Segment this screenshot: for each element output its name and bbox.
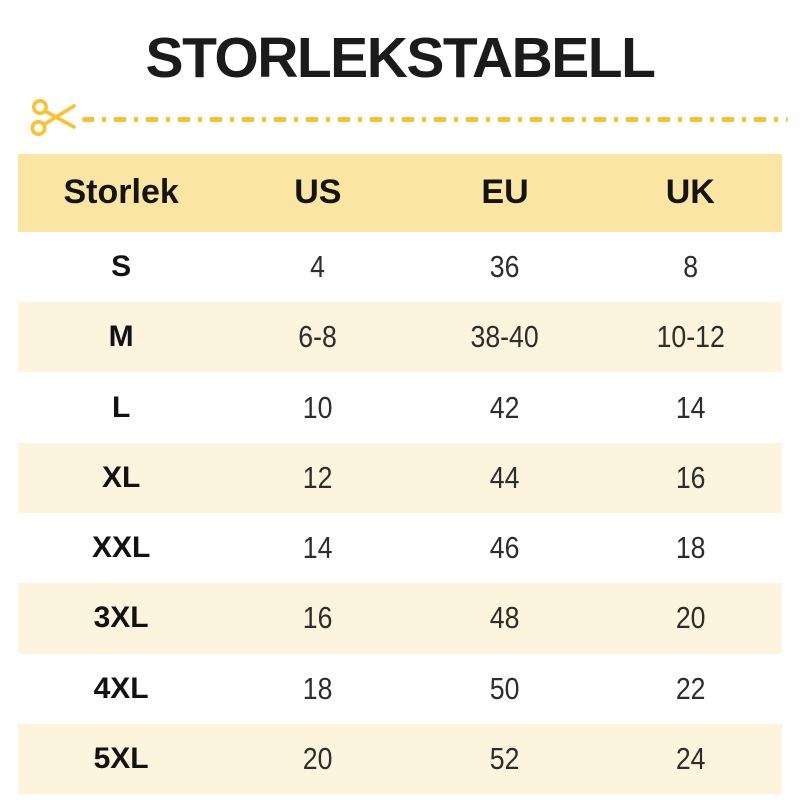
eu-value: 50 bbox=[490, 670, 520, 706]
us-value: 14 bbox=[303, 530, 333, 566]
uk-value: 18 bbox=[675, 530, 706, 566]
us-value: 4 bbox=[310, 248, 326, 284]
eu-value: 46 bbox=[490, 530, 520, 566]
size-label: L bbox=[111, 390, 131, 424]
table-row: XXL 14 46 18 bbox=[18, 513, 782, 584]
table-row: 4XL 18 50 22 bbox=[18, 653, 782, 724]
eu-value: 52 bbox=[490, 741, 520, 777]
table-row: 5XL 20 52 24 bbox=[18, 723, 782, 795]
us-value: 10 bbox=[303, 389, 333, 425]
header-storlek: Storlek bbox=[63, 173, 179, 212]
size-label: 3XL bbox=[93, 601, 149, 635]
eu-value: 36 bbox=[490, 248, 520, 284]
us-value: 16 bbox=[303, 600, 333, 636]
eu-value: 44 bbox=[490, 459, 520, 495]
size-label: S bbox=[111, 249, 132, 283]
size-label: 5XL bbox=[93, 742, 149, 776]
uk-value: 24 bbox=[675, 741, 706, 777]
table-body: S 4 36 8 M 6-8 38-40 10-12 L 10 42 14 XL… bbox=[18, 231, 782, 795]
size-label: M bbox=[108, 320, 134, 354]
us-value: 12 bbox=[303, 459, 333, 495]
uk-value: 22 bbox=[675, 670, 706, 706]
eu-value: 38-40 bbox=[470, 319, 540, 355]
us-value: 20 bbox=[303, 741, 333, 777]
cut-line bbox=[0, 96, 800, 144]
us-value: 6-8 bbox=[298, 319, 338, 355]
uk-value: 20 bbox=[675, 600, 706, 636]
table-row: S 4 36 8 bbox=[18, 231, 782, 303]
table-header-row: Storlek US EU UK bbox=[18, 153, 782, 232]
header-uk: UK bbox=[665, 173, 715, 212]
uk-value: 16 bbox=[675, 459, 706, 495]
size-label: XXL bbox=[91, 531, 151, 565]
header-us: US bbox=[294, 173, 342, 212]
us-value: 18 bbox=[303, 670, 333, 706]
uk-value: 8 bbox=[682, 248, 698, 284]
table-row: 3XL 16 48 20 bbox=[18, 583, 782, 654]
table-row: XL 12 44 16 bbox=[18, 442, 782, 514]
table-row: L 10 42 14 bbox=[18, 372, 782, 443]
header-eu: EU bbox=[481, 173, 529, 212]
eu-value: 48 bbox=[490, 600, 520, 636]
dashed-cut-line bbox=[82, 117, 788, 123]
scissors-icon bbox=[30, 94, 78, 145]
table-row: M 6-8 38-40 10-12 bbox=[18, 302, 782, 373]
size-label: 4XL bbox=[93, 671, 149, 705]
page-title: STORLEKSTABELL bbox=[145, 26, 656, 90]
eu-value: 42 bbox=[490, 389, 520, 425]
uk-value: 14 bbox=[675, 389, 706, 425]
size-table: Storlek US EU UK S 4 36 8 M 6-8 38-40 10… bbox=[18, 153, 782, 795]
uk-value: 10-12 bbox=[656, 319, 725, 355]
size-label: XL bbox=[101, 460, 141, 494]
